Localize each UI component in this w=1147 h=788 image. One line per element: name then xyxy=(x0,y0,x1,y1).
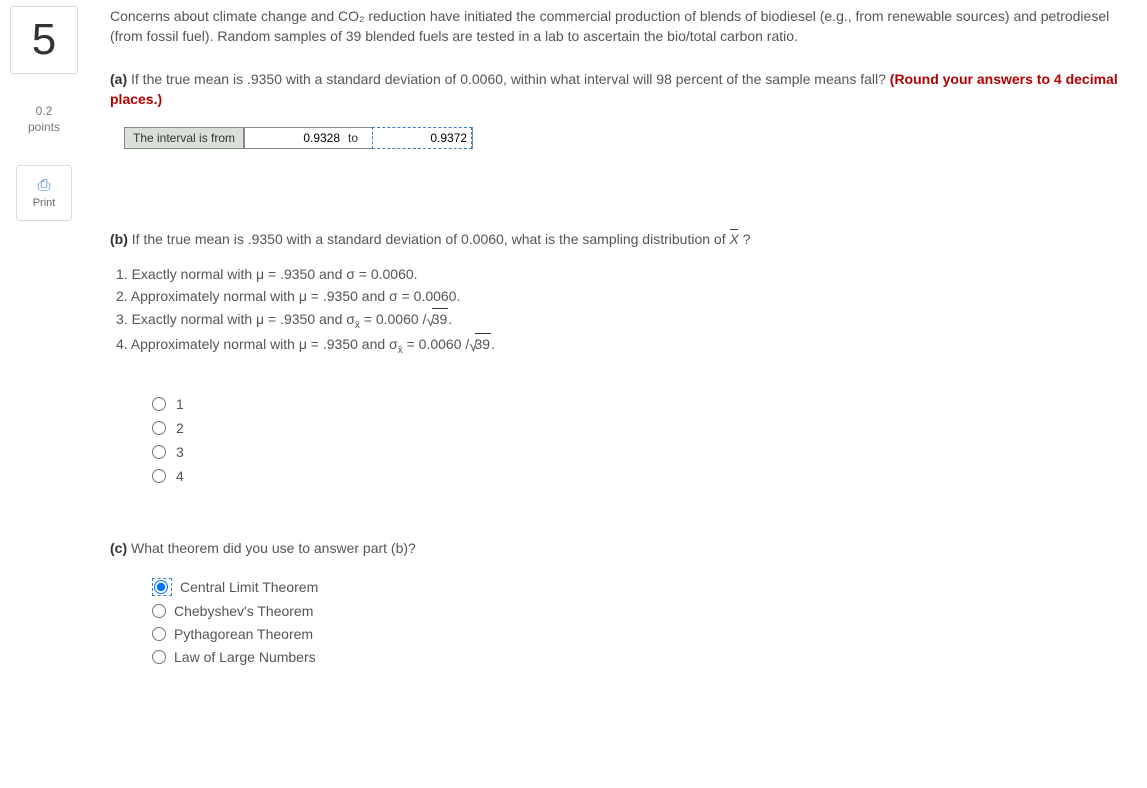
radio-2-label: 2 xyxy=(176,420,184,436)
radio-4-label: 4 xyxy=(176,468,184,484)
radio-4[interactable] xyxy=(152,469,166,483)
radio-1-label: 1 xyxy=(176,396,184,412)
part-b-options: 1. Exactly normal with μ = .9350 and σ =… xyxy=(116,264,1130,358)
part-c-prompt: (c) What theorem did you use to answer p… xyxy=(110,540,1130,556)
radio-option-4[interactable]: 4 xyxy=(152,468,1130,484)
radio-3[interactable] xyxy=(152,445,166,459)
part-c-text: What theorem did you use to answer part … xyxy=(127,540,416,556)
question-number: 5 xyxy=(10,6,78,74)
part-b-q: ? xyxy=(739,231,751,247)
radio-1[interactable] xyxy=(152,397,166,411)
part-a-prompt: (a) If the true mean is .9350 with a sta… xyxy=(110,69,1130,110)
print-label: Print xyxy=(33,197,56,209)
theorem-option-4[interactable]: Law of Large Numbers xyxy=(152,649,1130,665)
xbar-symbol: X xyxy=(729,229,738,250)
part-a-text: If the true mean is .9350 with a standar… xyxy=(127,71,890,87)
radio-option-2[interactable]: 2 xyxy=(152,420,1130,436)
interval-from-input[interactable] xyxy=(244,128,344,148)
theorem-radio-3[interactable] xyxy=(152,627,166,641)
print-icon: ⎙ xyxy=(38,177,51,195)
theorem-radio-1[interactable] xyxy=(154,580,168,594)
theorem-option-1[interactable]: Central Limit Theorem xyxy=(152,578,1130,596)
theorem-option-3[interactable]: Pythagorean Theorem xyxy=(152,626,1130,642)
theorem-radio-2[interactable] xyxy=(152,604,166,618)
option-1: 1. Exactly normal with μ = .9350 and σ =… xyxy=(116,264,1130,286)
interval-to-input[interactable] xyxy=(372,127,472,149)
interval-label: The interval is from xyxy=(125,128,244,148)
theorem-3-label: Pythagorean Theorem xyxy=(174,626,313,642)
part-b-prompt: (b) If the true mean is .9350 with a sta… xyxy=(110,229,1130,250)
radio-option-1[interactable]: 1 xyxy=(152,396,1130,412)
part-a-label: (a) xyxy=(110,71,127,87)
part-c-radio-group: Central Limit Theorem Chebyshev's Theore… xyxy=(152,578,1130,665)
option-2: 2. Approximately normal with μ = .9350 a… xyxy=(116,286,1130,308)
radio-option-3[interactable]: 3 xyxy=(152,444,1130,460)
theorem-option-2[interactable]: Chebyshev's Theorem xyxy=(152,603,1130,619)
interval-container: The interval is from to xyxy=(124,127,473,149)
part-c-label: (c) xyxy=(110,540,127,556)
option-3: 3. Exactly normal with μ = .9350 and σx̄… xyxy=(116,308,1130,333)
theorem-2-label: Chebyshev's Theorem xyxy=(174,603,313,619)
part-b-label: (b) xyxy=(110,231,128,247)
radio-2[interactable] xyxy=(152,421,166,435)
points-label: 0.2 points xyxy=(0,104,88,135)
question-body: Concerns about climate change and CO₂ re… xyxy=(110,6,1130,672)
points-value: 0.2 xyxy=(0,104,88,120)
intro-text: Concerns about climate change and CO₂ re… xyxy=(110,6,1130,47)
part-b-radio-group: 1 2 3 4 xyxy=(152,396,1130,484)
interval-to-label: to xyxy=(344,128,364,148)
option-4: 4. Approximately normal with μ = .9350 a… xyxy=(116,333,1130,358)
theorem-1-label: Central Limit Theorem xyxy=(180,579,318,595)
sidebar: 5 0.2 points ⎙ Print xyxy=(0,0,88,221)
print-button[interactable]: ⎙ Print xyxy=(16,165,72,221)
selected-radio-wrap xyxy=(152,578,172,596)
points-text: points xyxy=(0,120,88,136)
theorem-radio-4[interactable] xyxy=(152,650,166,664)
part-b-text: If the true mean is .9350 with a standar… xyxy=(128,231,730,247)
theorem-4-label: Law of Large Numbers xyxy=(174,649,316,665)
radio-3-label: 3 xyxy=(176,444,184,460)
